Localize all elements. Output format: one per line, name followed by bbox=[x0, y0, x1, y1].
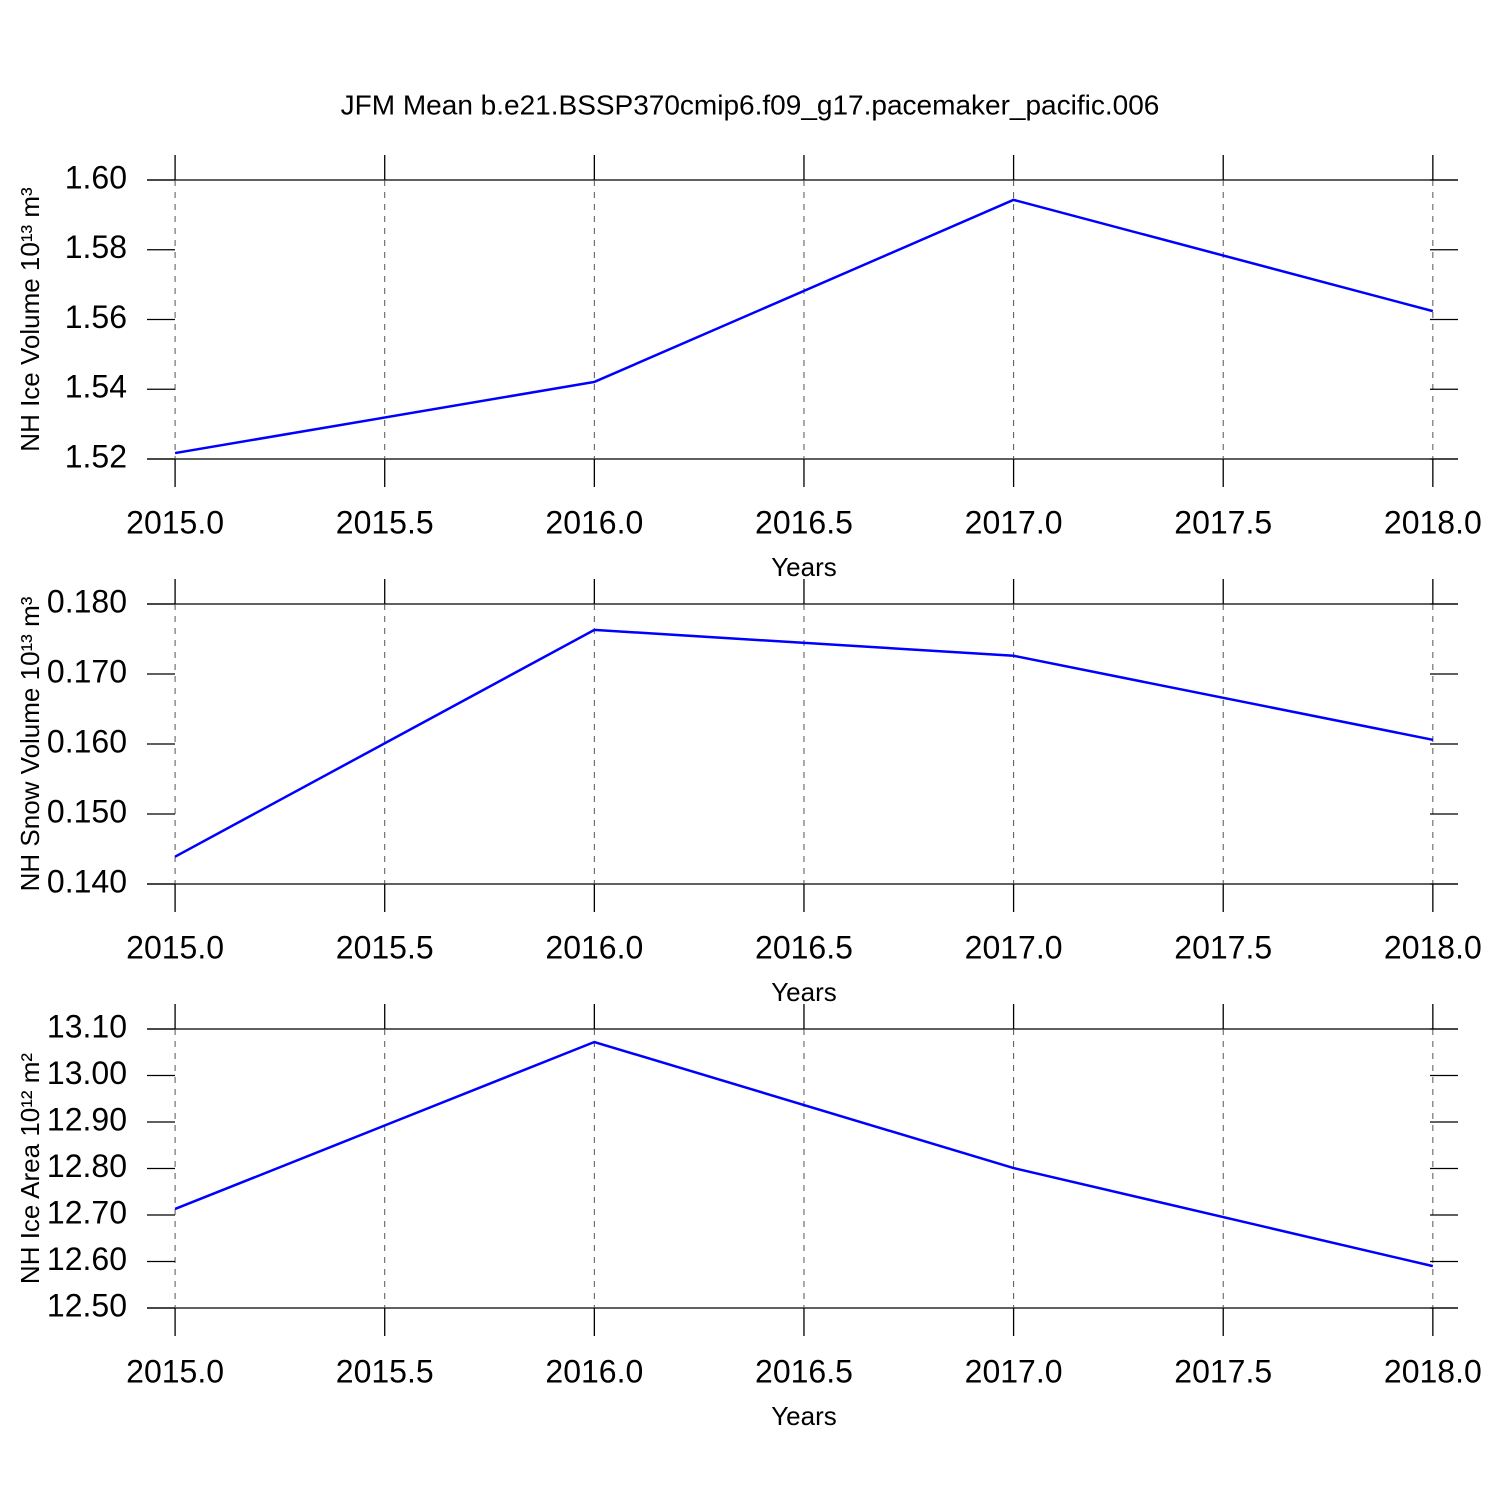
y-tick-label: 12.80 bbox=[47, 1148, 127, 1184]
x-axis-label: Years bbox=[771, 1401, 837, 1431]
x-tick-label: 2017.5 bbox=[1174, 1353, 1272, 1389]
x-tick-label: 2018.0 bbox=[1384, 504, 1482, 540]
x-tick-label: 2015.0 bbox=[126, 929, 224, 965]
y-axis-label: NH Ice Volume 10¹³ m³ bbox=[15, 187, 45, 452]
y-tick-label: 12.50 bbox=[47, 1287, 127, 1323]
x-tick-label: 2017.0 bbox=[965, 1353, 1063, 1389]
x-tick-label: 2015.5 bbox=[336, 1353, 434, 1389]
x-tick-label: 2016.0 bbox=[545, 929, 643, 965]
x-tick-label: 2016.0 bbox=[545, 1353, 643, 1389]
x-tick-label: 2016.5 bbox=[755, 1353, 853, 1389]
y-tick-label: 12.70 bbox=[47, 1194, 127, 1230]
x-tick-label: 2016.0 bbox=[545, 504, 643, 540]
y-axis-label: NH Ice Area 10¹² m² bbox=[15, 1053, 45, 1285]
y-tick-label: 13.00 bbox=[47, 1055, 127, 1091]
y-tick-label: 1.56 bbox=[65, 299, 127, 335]
x-tick-label: 2017.5 bbox=[1174, 504, 1272, 540]
x-tick-label: 2016.5 bbox=[755, 929, 853, 965]
x-tick-label: 2015.5 bbox=[336, 504, 434, 540]
x-tick-label: 2016.5 bbox=[755, 504, 853, 540]
y-tick-label: 0.160 bbox=[47, 723, 127, 759]
chart-title: JFM Mean b.e21.BSSP370cmip6.f09_g17.pace… bbox=[341, 89, 1160, 120]
data-line bbox=[174, 198, 1434, 455]
x-axis-label: Years bbox=[771, 552, 837, 582]
x-tick-label: 2017.0 bbox=[965, 929, 1063, 965]
y-tick-label: 12.60 bbox=[47, 1241, 127, 1277]
y-tick-label: 0.150 bbox=[47, 793, 127, 829]
y-tick-label: 1.60 bbox=[65, 159, 127, 195]
x-tick-label: 2017.0 bbox=[965, 504, 1063, 540]
x-tick-label: 2015.0 bbox=[126, 504, 224, 540]
y-tick-label: 13.10 bbox=[47, 1008, 127, 1044]
y-tick-label: 12.90 bbox=[47, 1101, 127, 1137]
y-tick-label: 1.58 bbox=[65, 229, 127, 265]
y-tick-label: 0.140 bbox=[47, 863, 127, 899]
y-axis-label: NH Snow Volume 10¹³ m³ bbox=[15, 596, 45, 891]
x-axis-label: Years bbox=[771, 977, 837, 1007]
y-tick-label: 1.54 bbox=[65, 369, 127, 405]
x-tick-label: 2017.5 bbox=[1174, 929, 1272, 965]
x-tick-label: 2018.0 bbox=[1384, 1353, 1482, 1389]
y-tick-label: 0.180 bbox=[47, 583, 127, 619]
y-tick-label: 1.52 bbox=[65, 438, 127, 474]
x-tick-label: 2015.0 bbox=[126, 1353, 224, 1389]
y-tick-label: 0.170 bbox=[47, 653, 127, 689]
data-line bbox=[174, 628, 1434, 858]
x-tick-label: 2018.0 bbox=[1384, 929, 1482, 965]
x-tick-label: 2015.5 bbox=[336, 929, 434, 965]
data-line bbox=[174, 1040, 1434, 1268]
